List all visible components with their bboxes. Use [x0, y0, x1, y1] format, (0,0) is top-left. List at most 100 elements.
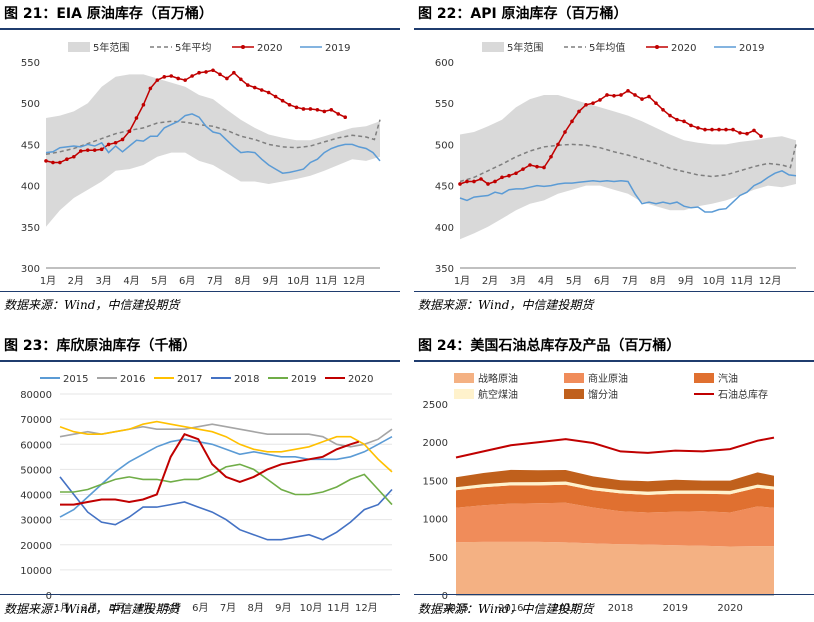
data-point-2020 — [99, 147, 104, 152]
data-point-2020 — [106, 142, 111, 147]
data-point-2020 — [294, 105, 299, 110]
data-point-2020 — [535, 164, 539, 169]
data-point-2020 — [252, 85, 257, 90]
series-line-2015 — [59, 435, 393, 518]
data-point-2020 — [647, 94, 651, 99]
y-tick-label: 450 — [435, 182, 454, 193]
data-point-2020 — [493, 179, 497, 184]
legend-swatch — [694, 373, 714, 383]
data-point-2020 — [542, 165, 546, 170]
legend-label: 2020 — [257, 43, 282, 54]
area-商业原油 — [456, 502, 774, 547]
data-point-2020 — [239, 77, 243, 82]
area-航空煤油 — [456, 481, 774, 495]
legend-label: 5年平均 — [175, 41, 211, 54]
y-tick-label: 80000 — [20, 390, 52, 401]
data-point-2020 — [507, 173, 511, 178]
data-point-2020 — [113, 140, 118, 145]
data-point-2020 — [176, 76, 181, 81]
series-line-石油总库存 — [455, 436, 775, 459]
data-point-2020 — [141, 103, 146, 107]
data-point-2020 — [661, 107, 665, 112]
y-tick-label: 400 — [435, 223, 454, 234]
x-tick-label: 7月 — [220, 602, 236, 614]
x-tick-label: 12月 — [355, 602, 378, 614]
legend-marker-2020 — [241, 45, 245, 49]
legend-label: 2020 — [671, 43, 696, 54]
data-point-2020 — [479, 177, 483, 181]
source-note: 数据来源：Wind，中信建投期货 — [4, 602, 180, 616]
legend-swatch — [564, 373, 584, 383]
legend-marker-2020 — [655, 45, 659, 49]
x-tick-label: 2016 — [498, 603, 523, 614]
y-tick-label: 2000 — [423, 438, 448, 449]
x-tick-label: 4月 — [538, 275, 554, 287]
source-rule — [414, 291, 814, 292]
y-tick-label: 1000 — [423, 515, 448, 526]
legend-label: 2019 — [291, 374, 316, 385]
legend-swatch-band — [68, 42, 90, 52]
chart-eia: 5年范围 5年平均 2020 2019 300 350 400 450 500 550 1月 2月 3月… — [21, 41, 381, 287]
title-rule — [0, 360, 400, 362]
chart-panel-eia: 图 21：EIA 原油库存（百万桶） 5年范围 5年平均 2020 2019 300 35… — [0, 0, 400, 316]
data-point-2020 — [731, 127, 735, 132]
data-point-2020 — [78, 149, 83, 153]
data-point-2020 — [336, 112, 341, 116]
x-tick-label: 5月 — [164, 602, 180, 614]
x-tick-label: 11月 — [327, 602, 350, 614]
x-tick-label: 7月 — [207, 275, 223, 287]
y-tick-label: 0 — [442, 591, 448, 602]
data-point-2020 — [259, 88, 264, 92]
series-line-2019 — [459, 169, 797, 213]
data-point-2020 — [633, 93, 637, 97]
data-point-2020 — [675, 117, 679, 122]
y-tick-label: 30000 — [20, 516, 52, 527]
data-point-2020 — [308, 107, 313, 111]
data-point-2020 — [329, 107, 334, 112]
x-tick-label: 10月 — [703, 275, 726, 287]
range-band — [46, 74, 380, 227]
data-point-2020 — [577, 109, 581, 114]
data-point-2020 — [528, 163, 532, 167]
x-tick-label: 10月 — [287, 275, 310, 287]
legend-label: 5年范围 — [93, 41, 129, 54]
data-point-2020 — [120, 137, 125, 142]
legend-label: 2016 — [120, 374, 145, 385]
data-point-2020 — [162, 75, 167, 79]
series-line-2019 — [45, 113, 381, 174]
data-point-2020 — [472, 179, 476, 184]
legend-label: 2019 — [739, 43, 764, 54]
data-point-2020 — [197, 70, 201, 75]
data-point-2020 — [626, 89, 630, 93]
title-rule — [414, 360, 814, 362]
data-point-2020 — [155, 78, 160, 82]
x-tick-label: 11月 — [315, 275, 338, 287]
legend-label: 2019 — [325, 43, 350, 54]
legend-swatch — [454, 373, 474, 383]
data-point-2020 — [619, 93, 623, 97]
data-point-2020 — [280, 98, 285, 103]
y-tick-label: 60000 — [20, 440, 52, 451]
data-point-2020 — [92, 148, 97, 152]
data-point-2020 — [301, 107, 306, 111]
x-tick-label: 8月 — [650, 275, 666, 287]
source-note: 数据来源：Wind，中信建投期货 — [418, 298, 594, 312]
series-line-2018 — [59, 476, 393, 541]
series-line-2017 — [59, 420, 393, 473]
data-point-2020 — [752, 128, 756, 133]
x-tick-label: 3月 — [510, 275, 526, 287]
y-tick-label: 500 — [435, 140, 454, 151]
x-tick-label: 11月 — [731, 275, 754, 287]
data-point-2020 — [486, 182, 490, 186]
y-tick-label: 550 — [21, 58, 40, 69]
source-rule — [0, 594, 400, 595]
data-point-2020 — [612, 93, 616, 98]
data-point-2020 — [343, 115, 348, 120]
source-note: 数据来源：Wind，中信建投期货 — [4, 298, 180, 312]
y-tick-label: 450 — [21, 140, 40, 151]
data-point-2020 — [266, 90, 271, 95]
legend-label: 汽油 — [718, 372, 738, 385]
data-point-2020 — [598, 98, 602, 102]
series-line-2019 — [60, 463, 393, 506]
data-point-2020 — [584, 103, 588, 107]
